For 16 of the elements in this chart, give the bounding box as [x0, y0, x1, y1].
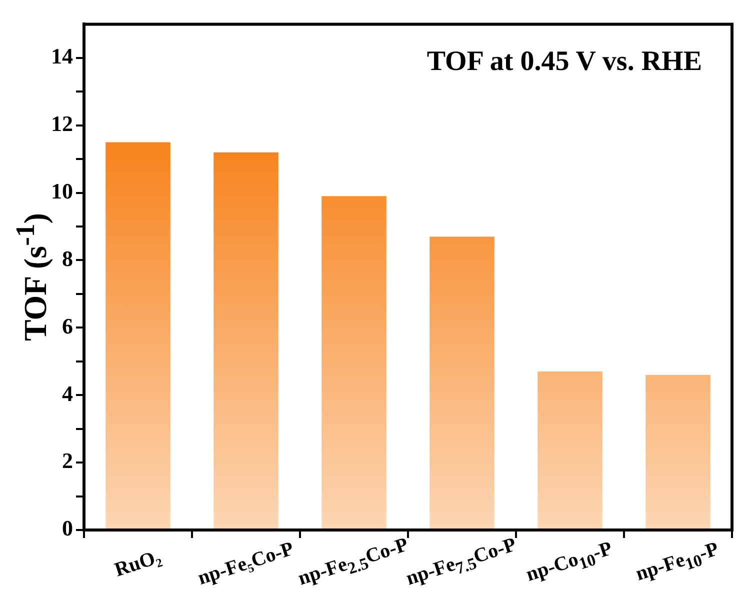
y-tick-label: 12	[51, 111, 73, 136]
y-tick-label: 8	[62, 246, 73, 271]
bar	[106, 142, 170, 530]
bar	[322, 196, 386, 530]
y-tick-label: 2	[62, 448, 73, 474]
x-tick-label: RuO₂	[112, 546, 164, 582]
y-tick-label: 14	[51, 44, 73, 69]
y-tick-label: 0	[62, 516, 73, 541]
bar	[214, 152, 278, 530]
text: TOF at 0.45 V vs. RHE	[426, 46, 702, 78]
bar	[538, 372, 602, 530]
y-tick-label: 6	[62, 313, 73, 338]
bar	[646, 374, 710, 530]
y-tick-label: 10	[51, 178, 73, 204]
bar	[430, 236, 494, 530]
y-tick-label: 4	[62, 380, 73, 406]
